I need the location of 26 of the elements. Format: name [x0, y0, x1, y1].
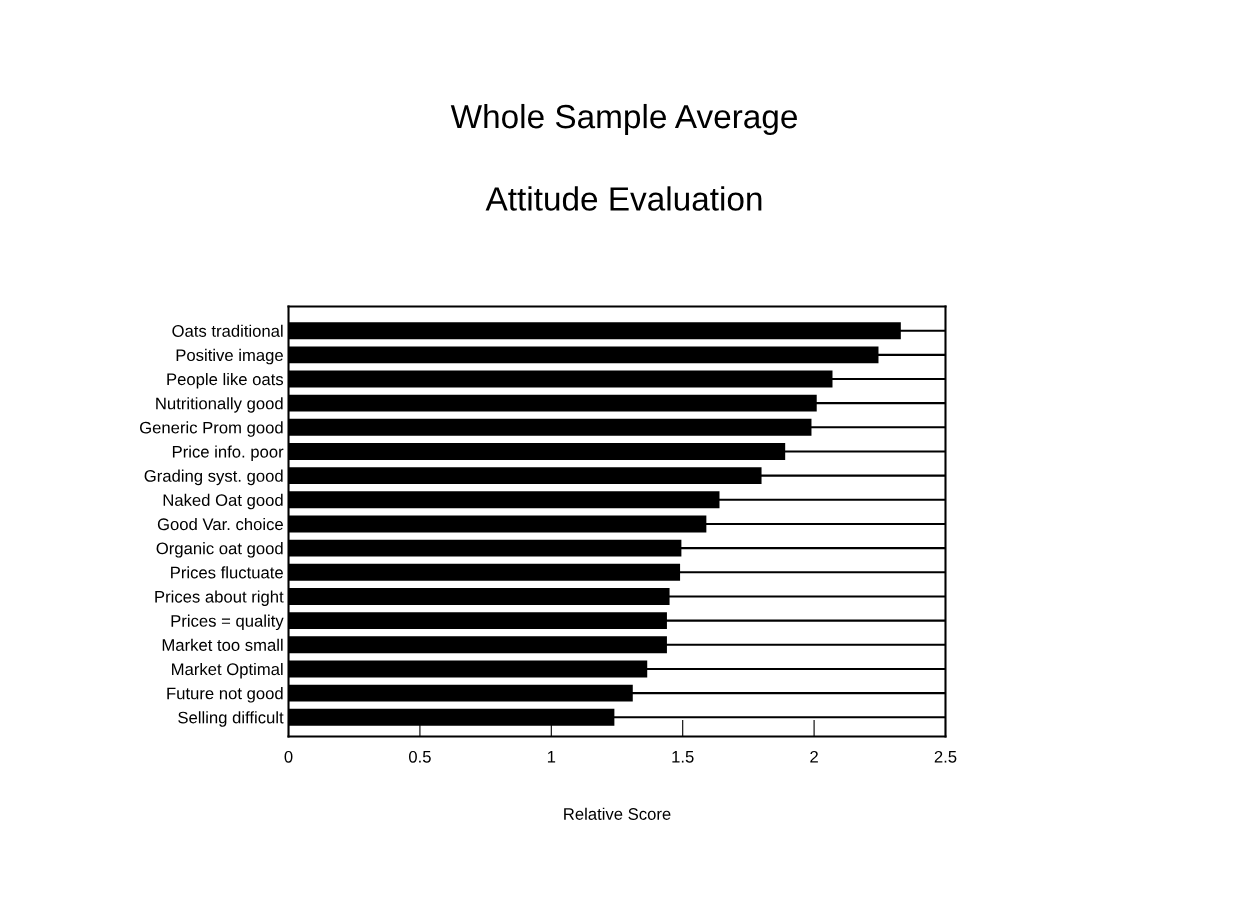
y-tick-label: Market too small: [162, 638, 283, 651]
x-tick-label: 1.5: [672, 751, 694, 763]
x-tick-label: 2: [810, 750, 818, 763]
y-tick-label: Organic oat good: [156, 542, 283, 558]
chart-title: Whole Sample Average: [450, 103, 797, 136]
x-tick-label: 1: [547, 751, 556, 763]
y-tick-label: Good Var. choice: [157, 517, 283, 531]
y-tick-label: Future not good: [167, 687, 283, 703]
y-tick-label: Prices = quality: [171, 614, 284, 631]
chart-subtitle: Attitude Evaluation: [485, 186, 762, 211]
y-tick-label: Generic Prom good: [139, 421, 283, 437]
x-tick-label: 0: [284, 750, 293, 763]
y-tick-label: Selling difficult: [178, 711, 284, 727]
y-tick-label: Oats traditional: [172, 324, 283, 337]
y-tick-label: Nutritionally good: [156, 397, 283, 413]
y-tick-label: Prices about right: [155, 590, 284, 606]
y-tick-label: Positive image: [176, 348, 283, 365]
y-tick-label: Prices fluctuate: [171, 566, 283, 579]
y-tick-label: Grading syst. good: [144, 469, 283, 486]
x-tick-label: 2.5: [934, 750, 957, 763]
x-axis-title: Relative Score: [564, 807, 671, 820]
y-tick-label: Naked Oat good: [163, 493, 283, 510]
x-tick-label: 0.5: [408, 750, 431, 763]
y-tick-label: Market Optimal: [172, 662, 283, 679]
y-tick-label: Price info. poor: [172, 445, 284, 461]
y-tick-label: People like oats: [167, 372, 284, 389]
